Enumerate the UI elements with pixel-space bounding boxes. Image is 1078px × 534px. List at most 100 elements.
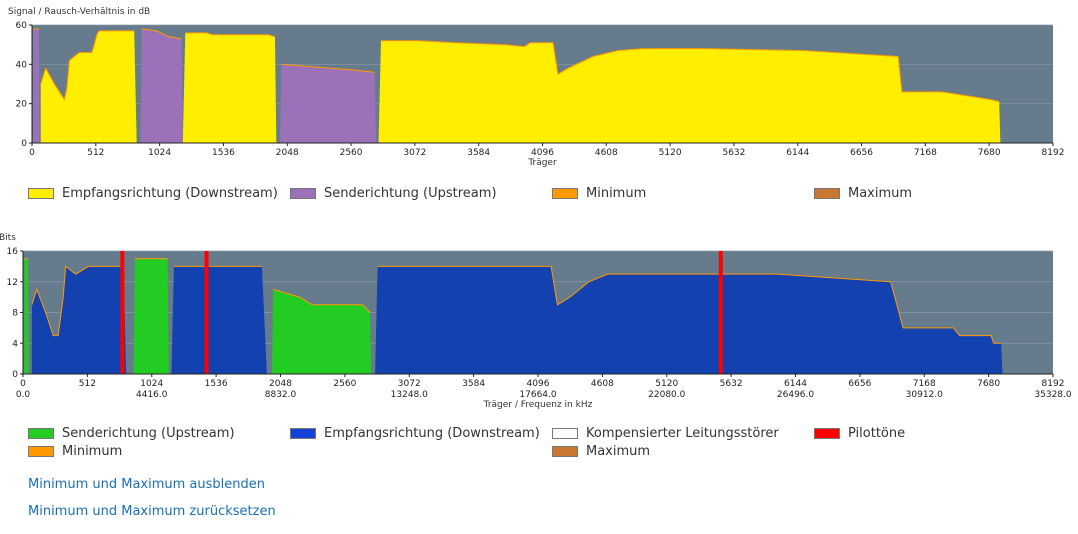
y-tick-label: 12: [7, 278, 18, 288]
series-area-upstream: [272, 289, 372, 374]
series-line-minimum: [141, 28, 182, 40]
series-area-upstream: [140, 28, 183, 143]
swatch-maximum: [552, 446, 578, 457]
x-tick-label: 8192: [1042, 379, 1065, 389]
series-area-downstream: [171, 266, 267, 374]
series-line-minimum: [31, 265, 124, 337]
x-tick-label: 7680: [977, 379, 1000, 389]
reset-minmax-link[interactable]: Minimum und Maximum zurücksetzen: [28, 504, 276, 519]
legend-label: Maximum: [586, 444, 651, 459]
x-tick-label: 7168: [913, 379, 936, 389]
x-tick-label: 4096: [531, 148, 554, 158]
legend-bits-compensated: Kompensierter Leitungsstörer: [552, 426, 779, 441]
swatch-minimum: [28, 446, 54, 457]
series-area-downstream: [182, 32, 277, 143]
legend-bits-maximum: Maximum: [552, 444, 650, 459]
y-tick-label: 16: [7, 247, 19, 257]
legend-snr-downstream: Empfangsrichtung (Downstream): [28, 186, 278, 201]
x-tick-label: 6144: [786, 148, 809, 158]
series-area-upstream: [24, 258, 29, 374]
series-area-upstream: [33, 28, 40, 143]
x-tick-label: 4096: [527, 379, 550, 389]
swatch-pilot: [814, 428, 840, 439]
legend-label: Empfangsrichtung (Downstream): [62, 186, 278, 201]
x-tick-khz-label: 13248.0: [391, 390, 428, 400]
x-tick-label: 2560: [333, 379, 356, 389]
x-tick-label: 5120: [659, 148, 682, 158]
series-line-minimum: [185, 32, 276, 38]
series-line-minimum: [381, 40, 1000, 103]
series-area-upstream: [280, 64, 376, 143]
x-tick-khz-label: 0.0: [16, 390, 31, 400]
legend-label: Empfangsrichtung (Downstream): [324, 426, 540, 441]
series-area-downstream: [375, 266, 1003, 374]
y-tick-label: 40: [16, 60, 28, 70]
legend-label: Minimum: [586, 186, 647, 201]
series-area-upstream: [133, 258, 169, 374]
legend-snr-upstream: Senderichtung (Upstream): [290, 186, 497, 201]
series-area-downstream: [40, 30, 137, 143]
x-tick-label: 6656: [848, 379, 871, 389]
x-axis-label: Träger / Frequenz in kHz: [483, 400, 593, 410]
x-tick-label: 3584: [462, 379, 485, 389]
x-tick-label: 512: [79, 379, 96, 389]
x-axis-label: Träger: [527, 158, 557, 168]
legend-label: Kompensierter Leitungsstörer: [586, 426, 779, 441]
x-tick-label: 0: [20, 379, 26, 389]
y-tick-label: 20: [16, 100, 28, 110]
swatch-maximum: [814, 188, 840, 199]
legend-bits-downstream: Empfangsrichtung (Downstream): [290, 426, 540, 441]
legend-label: Minimum: [62, 444, 123, 459]
series-area-downstream: [378, 40, 1001, 144]
chart-title: Bits: [0, 233, 16, 243]
x-tick-label: 3072: [403, 148, 426, 158]
x-tick-khz-label: 17664.0: [519, 390, 556, 400]
x-tick-khz-label: 22080.0: [648, 390, 685, 400]
x-tick-label: 5632: [720, 379, 743, 389]
x-tick-label: 3072: [398, 379, 421, 389]
legend-bits-minimum: Minimum: [28, 444, 122, 459]
x-tick-label: 5632: [722, 148, 745, 158]
swatch-downstream: [290, 428, 316, 439]
x-tick-khz-label: 35328.0: [1034, 390, 1071, 400]
x-tick-label: 5120: [655, 379, 678, 389]
x-tick-label: 6144: [784, 379, 807, 389]
legend-label: Pilottöne: [848, 426, 906, 441]
swatch-upstream: [28, 428, 54, 439]
x-tick-label: 1536: [205, 379, 228, 389]
series-line-minimum: [273, 288, 371, 313]
x-tick-label: 2048: [276, 148, 299, 158]
series-area-downstream: [31, 266, 127, 374]
legend-snr-maximum: Maximum: [814, 186, 912, 201]
x-tick-label: 1024: [140, 379, 163, 389]
y-tick-label: 0: [12, 370, 18, 380]
legend-label: Senderichtung (Upstream): [324, 186, 497, 201]
chart-title: Signal / Rausch-Verhältnis in dB: [8, 7, 150, 17]
hide-minmax-link[interactable]: Minimum und Maximum ausblenden: [28, 477, 265, 492]
swatch-compensated: [552, 428, 578, 439]
legend-snr-minimum: Minimum: [552, 186, 646, 201]
y-tick-label: 8: [12, 309, 18, 319]
x-tick-label: 7680: [978, 148, 1001, 158]
x-tick-khz-label: 26496.0: [777, 390, 814, 400]
legend-label: Maximum: [848, 186, 913, 201]
swatch-minimum: [552, 188, 578, 199]
legend-label: Senderichtung (Upstream): [62, 426, 235, 441]
x-tick-label: 8192: [1042, 148, 1065, 158]
x-tick-label: 7168: [914, 148, 937, 158]
x-tick-khz-label: 8832.0: [265, 390, 297, 400]
swatch-upstream: [290, 188, 316, 199]
y-tick-label: 60: [16, 21, 28, 31]
x-tick-label: 4608: [595, 148, 618, 158]
series-line-minimum: [377, 265, 1002, 344]
x-tick-label: 0: [29, 148, 35, 158]
legend-bits-upstream: Senderichtung (Upstream): [28, 426, 235, 441]
y-tick-label: 0: [21, 139, 27, 149]
x-tick-label: 512: [87, 148, 104, 158]
series-line-minimum: [281, 63, 375, 73]
x-tick-label: 4608: [591, 379, 614, 389]
x-tick-label: 1024: [148, 148, 171, 158]
x-tick-label: 1536: [212, 148, 235, 158]
x-tick-label: 2560: [340, 148, 363, 158]
